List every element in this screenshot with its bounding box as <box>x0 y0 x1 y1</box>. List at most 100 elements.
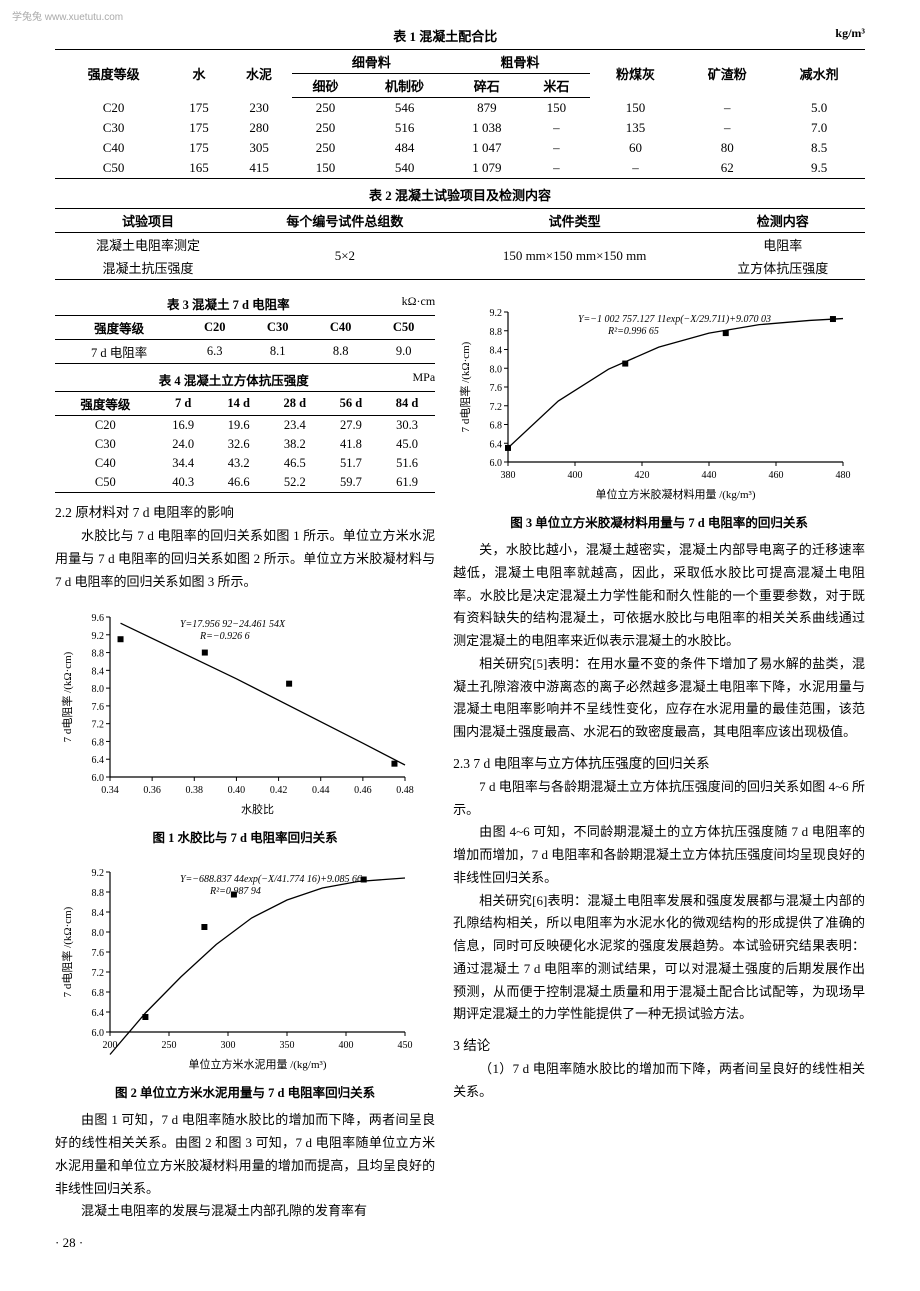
td: 46.6 <box>211 473 267 493</box>
th: 机制砂 <box>359 74 451 98</box>
td: C50 <box>55 158 172 179</box>
svg-text:0.48: 0.48 <box>396 785 414 796</box>
td: 23.4 <box>267 416 323 436</box>
chart2-svg: 6.06.46.87.27.68.08.48.89.22002503003504… <box>55 854 415 1074</box>
svg-text:6.0: 6.0 <box>92 1028 105 1039</box>
section-3: 3 结论 <box>453 1034 865 1054</box>
td: 516 <box>359 118 451 138</box>
table4-unit: MPa <box>413 370 436 385</box>
svg-text:440: 440 <box>702 470 717 481</box>
td: 165 <box>172 158 226 179</box>
svg-text:0.44: 0.44 <box>312 785 330 796</box>
table2-title: 表 2 混凝土试验项目及检测内容 <box>55 185 865 204</box>
td: 175 <box>172 118 226 138</box>
chart2-caption: 图 2 单位立方米水泥用量与 7 d 电阻率回归关系 <box>55 1082 435 1101</box>
td: C40 <box>55 454 156 473</box>
td: 415 <box>226 158 292 179</box>
td: 7 d 电阻率 <box>55 340 183 364</box>
td: 250 <box>292 118 358 138</box>
svg-text:420: 420 <box>635 470 650 481</box>
td: 175 <box>172 98 226 119</box>
svg-text:7.2: 7.2 <box>92 968 105 979</box>
table3-title-text: 表 3 混凝土 7 d 电阻率 <box>167 298 290 312</box>
svg-text:7.6: 7.6 <box>490 383 503 394</box>
th: 试验项目 <box>55 209 241 233</box>
svg-text:7.2: 7.2 <box>92 720 105 731</box>
td: 150 <box>523 98 589 119</box>
svg-text:6.8: 6.8 <box>92 738 105 749</box>
td: 540 <box>359 158 451 179</box>
svg-text:350: 350 <box>280 1040 295 1051</box>
svg-text:Y=17.956 92−24.461 54X: Y=17.956 92−24.461 54X <box>180 619 286 630</box>
td: 混凝土电阻率测定 <box>55 233 241 257</box>
td: 46.5 <box>267 454 323 473</box>
td: – <box>681 118 773 138</box>
td: C20 <box>55 416 156 436</box>
th: 强度等级 <box>55 316 183 340</box>
td: 62 <box>681 158 773 179</box>
svg-text:0.42: 0.42 <box>270 785 288 796</box>
svg-text:R=−0.926 6: R=−0.926 6 <box>199 631 250 642</box>
th: 水泥 <box>226 50 292 98</box>
td: 59.7 <box>323 473 379 493</box>
svg-text:8.0: 8.0 <box>92 684 105 695</box>
svg-text:Y=−1 002 757.127 11exp(−X/29.7: Y=−1 002 757.127 11exp(−X/29.711)+9.070 … <box>578 314 771 325</box>
para: 由图 1 可知，7 d 电阻率随水胶比的增加而下降，两者间呈良好的线性相关关系。… <box>55 1109 435 1200</box>
td: 280 <box>226 118 292 138</box>
svg-text:0.40: 0.40 <box>228 785 246 796</box>
td: – <box>523 138 589 158</box>
svg-text:单位立方米胶凝材料用量 /(kg/m³): 单位立方米胶凝材料用量 /(kg/m³) <box>596 487 756 501</box>
th: C30 <box>246 316 309 340</box>
td: – <box>523 158 589 179</box>
td: 5.0 <box>773 98 865 119</box>
td: 52.2 <box>267 473 323 493</box>
svg-text:460: 460 <box>769 470 784 481</box>
td: 60 <box>590 138 682 158</box>
svg-text:6.8: 6.8 <box>92 988 105 999</box>
svg-text:8.8: 8.8 <box>92 888 105 899</box>
td: 1 079 <box>450 158 523 179</box>
td: 1 038 <box>450 118 523 138</box>
td: 1 047 <box>450 138 523 158</box>
th: 试件类型 <box>449 209 701 233</box>
chart3-svg: 6.06.46.87.27.68.08.48.89.23804004204404… <box>453 294 853 504</box>
td: 150 <box>590 98 682 119</box>
svg-text:0.34: 0.34 <box>101 785 119 796</box>
td: 9.5 <box>773 158 865 179</box>
td: 305 <box>226 138 292 158</box>
svg-text:7 d电阻率 /(kΩ·cm): 7 d电阻率 /(kΩ·cm) <box>60 652 74 743</box>
watermark: 学兔兔 www.xuetutu.com <box>12 8 123 23</box>
td: 38.2 <box>267 435 323 454</box>
td: 250 <box>292 98 358 119</box>
table1: 强度等级 水 水泥 细骨料 粗骨料 粉煤灰 矿渣粉 减水剂 细砂 机制砂 碎石 … <box>55 49 865 179</box>
table4-title-text: 表 4 混凝土立方体抗压强度 <box>159 374 309 388</box>
svg-text:7.2: 7.2 <box>490 402 503 413</box>
svg-text:水胶比: 水胶比 <box>241 802 274 816</box>
td: 546 <box>359 98 451 119</box>
para: （1）7 d 电阻率随水胶比的增加而下降，两者间呈良好的线性相关关系。 <box>453 1058 865 1104</box>
svg-text:400: 400 <box>568 470 583 481</box>
td: 立方体抗压强度 <box>701 256 865 280</box>
svg-text:8.0: 8.0 <box>92 928 105 939</box>
th: 粗骨料 <box>450 50 589 74</box>
td: 45.0 <box>379 435 435 454</box>
para: 混凝土电阻率的发展与混凝土内部孔隙的发育率有 <box>55 1200 435 1223</box>
svg-text:8.0: 8.0 <box>490 364 503 375</box>
svg-text:0.36: 0.36 <box>143 785 161 796</box>
td: C20 <box>55 98 172 119</box>
para: 由图 4~6 可知，不同龄期混凝土的立方体抗压强度随 7 d 电阻率的增加而增加… <box>453 821 865 889</box>
td: 9.0 <box>372 340 435 364</box>
svg-text:R²=0.987 94: R²=0.987 94 <box>209 886 261 897</box>
th: 矿渣粉 <box>681 50 773 98</box>
th: C20 <box>183 316 246 340</box>
th: 粉煤灰 <box>590 50 682 98</box>
th: 减水剂 <box>773 50 865 98</box>
table4-title: 表 4 混凝土立方体抗压强度 MPa <box>55 370 435 389</box>
th: C40 <box>309 316 372 340</box>
svg-text:6.4: 6.4 <box>490 439 503 450</box>
th: 碎石 <box>450 74 523 98</box>
th: 56 d <box>323 392 379 416</box>
svg-text:7.6: 7.6 <box>92 702 105 713</box>
td: 150 <box>292 158 358 179</box>
td: 61.9 <box>379 473 435 493</box>
